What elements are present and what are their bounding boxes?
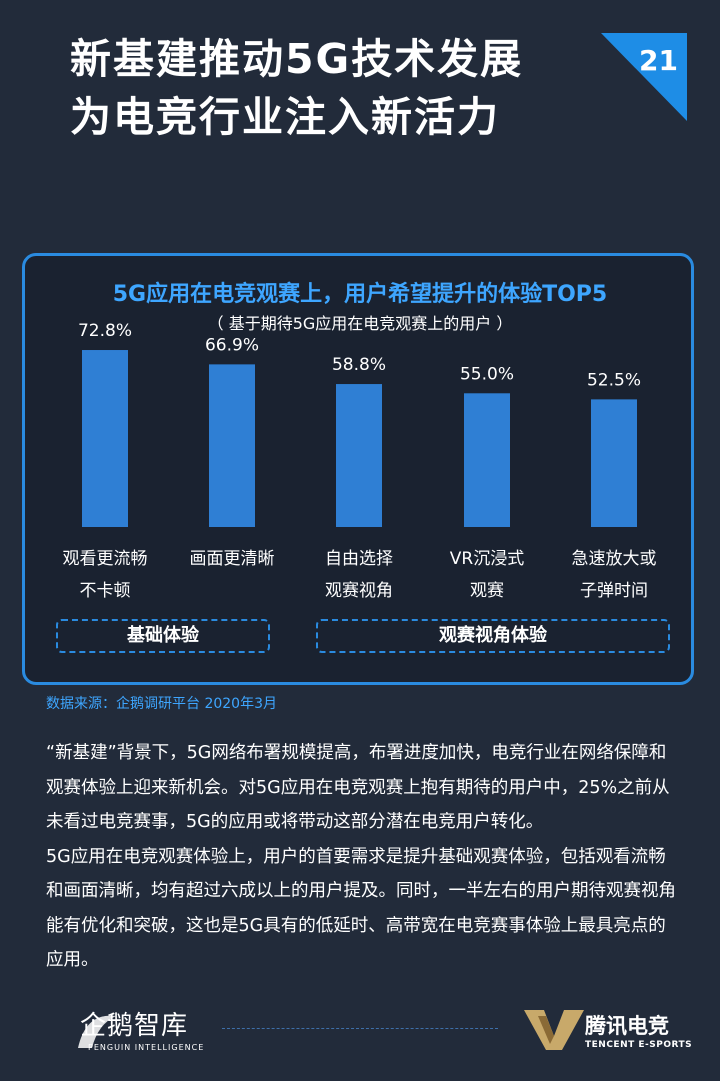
category-label-4: VR沉浸式观赛 [412,543,562,607]
bar-1 [82,350,128,527]
body-paragraph-2: 5G应用在电竞观赛体验上，用户的首要需求是提升基础观赛体验，包括观看流畅和画面清… [46,846,676,971]
tencent-esports-sub: TENCENT E-SPORTS [585,1040,693,1050]
category-label-3: 自由选择 观赛视角 [284,543,434,607]
data-label-1: 72.8% [78,321,132,341]
category-label-line: 不卡顿 [79,581,131,601]
tencent-esports-logo: 腾讯电竞 [585,1014,669,1038]
bar-4 [464,393,510,527]
group-box-1: 基础体验 [56,619,270,653]
page-title-line-2: 为电竞行业注入新活力 [70,93,500,141]
page-title: 新基建推动5G技术发展 为电竞行业注入新活力 [70,30,610,146]
category-label-line: 观赛视角 [325,581,393,601]
category-label-1: 观看更流畅 不卡顿 [30,543,180,607]
category-label-line: 观赛 [470,581,504,601]
page-corner-badge [601,33,687,121]
data-label-5: 52.5% [587,370,641,390]
bar-5 [591,399,637,527]
category-label-line: 画面更清晰 [189,549,275,569]
bar-2 [209,364,255,527]
category-label-5: 急速放大或 子弹时间 [539,543,689,607]
category-label-line: VR沉浸式 [449,549,525,569]
body-paragraph-1: “新基建”背景下，5G网络布署规模提高，布署进度加快，电竞行业在网络保障和观赛体… [46,743,670,832]
group-box-2: 观赛视角体验 [316,619,670,653]
chart-title: 5G应用在电竞观赛上，用户希望提升的体验TOP5 [112,282,608,307]
category-label-line: 观看更流畅 [62,549,148,569]
category-label-line: 自由选择 [325,549,393,569]
penguin-intelligence-logo: 企鹅智库 [80,1011,189,1041]
data-label-4: 55.0% [460,364,514,384]
tencent-esports-logo-icon [524,1010,584,1050]
category-label-line: 子弹时间 [580,581,648,601]
page-number: 21 [639,44,678,77]
body-text: “新基建”背景下，5G网络布署规模提高，布署进度加快，电竞行业在网络保障和观赛体… [46,736,676,978]
page-title-line-1: 新基建推动5G技术发展 [70,35,524,83]
category-label-2: 画面更清晰 [157,543,307,607]
data-label-2: 66.9% [205,335,259,355]
penguin-intelligence-sub: PENGUIN INTELLIGENCE [88,1043,205,1052]
category-label-line: 急速放大或 [571,549,657,569]
data-label-3: 58.8% [332,355,386,375]
data-source: 数据来源：企鹅调研平台 2020年3月 [46,696,277,712]
footer-divider [222,1028,498,1029]
chart-subtitle: （ 基于期待5G应用在电竞观赛上的用户 ） [207,314,513,333]
bar-3 [336,384,382,527]
penguin-logo-icon [78,1015,116,1048]
